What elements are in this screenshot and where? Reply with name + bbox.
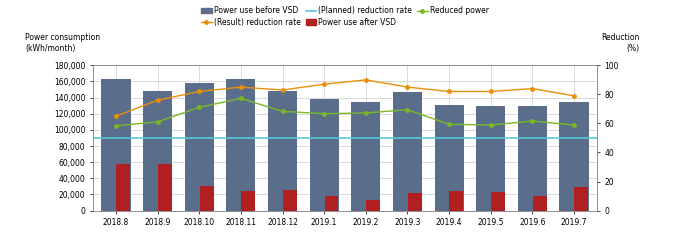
Bar (533, 196, 546, 211)
Bar (226, 79, 255, 211)
Bar (518, 106, 547, 211)
Bar (476, 106, 505, 211)
Bar (491, 192, 505, 211)
Bar (574, 187, 588, 211)
Bar (199, 186, 213, 211)
Bar (393, 92, 422, 211)
Bar (560, 102, 589, 211)
Bar (268, 91, 297, 211)
Bar (241, 191, 255, 211)
Bar (143, 91, 172, 211)
Bar (351, 102, 380, 211)
Bar (117, 164, 130, 211)
Bar (283, 190, 297, 211)
Text: Reduction
(%): Reduction (%) (601, 33, 640, 53)
Bar (435, 105, 464, 211)
Bar (185, 83, 214, 211)
Bar (408, 193, 422, 211)
Bar (158, 164, 172, 211)
Bar (101, 79, 130, 211)
Text: Power consumption
(kWh/month): Power consumption (kWh/month) (25, 33, 100, 53)
Bar (324, 196, 338, 211)
Bar (449, 191, 463, 211)
Legend: Power use before VSD, (Result) reduction rate, (Planned) reduction rate, Power u: Power use before VSD, (Result) reduction… (201, 6, 489, 27)
Bar (310, 99, 339, 211)
Bar (366, 200, 380, 211)
